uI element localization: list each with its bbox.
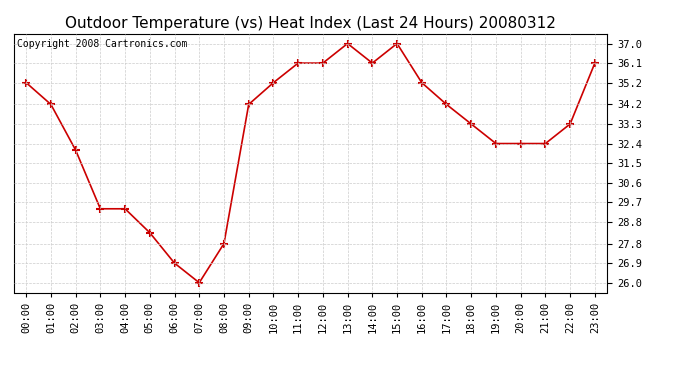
- Text: Copyright 2008 Cartronics.com: Copyright 2008 Cartronics.com: [17, 39, 187, 49]
- Title: Outdoor Temperature (vs) Heat Index (Last 24 Hours) 20080312: Outdoor Temperature (vs) Heat Index (Las…: [65, 16, 556, 31]
